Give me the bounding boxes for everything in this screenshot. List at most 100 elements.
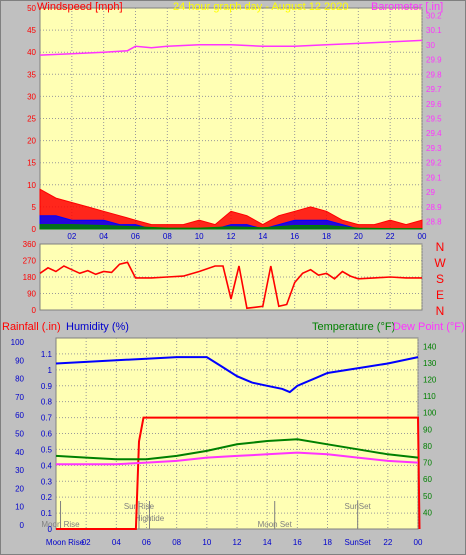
wind-y-tick-label: 20 <box>27 137 36 146</box>
humidity-tick-label: 20 <box>15 484 24 493</box>
wind-x-tick-label: 16 <box>290 232 299 241</box>
humidity-tick-label: 0 <box>20 521 25 530</box>
climate-x-tick-label: 22 <box>383 538 392 547</box>
temperature-tick-label: 120 <box>423 376 437 385</box>
wind-y-tick-label: 25 <box>27 115 36 124</box>
humidity-tick-label: 60 <box>15 411 24 420</box>
climate-x-tick-label: 08 <box>172 538 181 547</box>
wind-series <box>39 39 423 230</box>
climate-x-tick-label: 04 <box>112 538 121 547</box>
barometer-tick-label: 29.3 <box>426 144 442 153</box>
humidity-tick-label: 70 <box>15 393 24 402</box>
climate-x-tick-label: 00 <box>414 538 423 547</box>
compass-letter: S <box>436 272 444 286</box>
wind-x-tick-label: 08 <box>163 232 172 241</box>
barometer-tick-label: 30.1 <box>426 26 442 35</box>
humidity-axis-label: Humidity (%) <box>66 321 129 333</box>
compass-letter: N <box>436 240 445 254</box>
direction-tick-label: 270 <box>23 257 37 266</box>
direction-tick-label: 180 <box>23 273 37 282</box>
wind-x-tick-label: 02 <box>67 232 76 241</box>
humidity-tick-label: 40 <box>15 448 24 457</box>
barometer-tick-label: 30.2 <box>426 11 442 20</box>
rainfall-tick-label: 0.6 <box>41 430 53 439</box>
barometer-tick-label: 29.5 <box>426 115 442 124</box>
wind-y-tick-label: 45 <box>27 26 36 35</box>
wind-x-tick-label: 14 <box>258 232 267 241</box>
temperature-tick-label: 110 <box>423 392 436 401</box>
wind-series-gust <box>39 188 423 230</box>
barometer-axis-label: Barometer [.in] <box>371 1 443 13</box>
wind-y-tick-label: 40 <box>27 48 36 57</box>
rainfall-tick-label: 0.9 <box>41 382 53 391</box>
barometer-tick-label: 29.4 <box>426 129 442 138</box>
wind-x-tick-label: 20 <box>354 232 363 241</box>
climate-series <box>55 356 421 530</box>
climate-x-tick-label: 02 <box>82 538 91 547</box>
temperature-tick-label: 140 <box>423 342 437 351</box>
barometer-tick-label: 29.1 <box>426 173 442 182</box>
wind-x-tick-label: 06 <box>131 232 140 241</box>
climate-series-dew-point <box>56 451 419 466</box>
annotation-label: Moon Set <box>258 520 293 529</box>
wind-y-tick-label: 0 <box>32 225 37 234</box>
barometer-line <box>39 39 423 56</box>
humidity-tick-label: 80 <box>15 375 24 384</box>
rainfall-tick-label: 0.5 <box>41 445 53 454</box>
temperature-axis-label: Temperature (°F) <box>312 321 395 333</box>
temperature-ticks: 40 50 60 70 80 90 100 110 120 130 140 <box>423 342 437 517</box>
climate-x-tick-label: 12 <box>233 538 242 547</box>
wind-x-tick-label: 12 <box>227 232 236 241</box>
wind-y-tick-label: 10 <box>27 181 36 190</box>
wind-x-tick-label: 22 <box>386 232 395 241</box>
temperature-tick-label: 100 <box>423 409 437 418</box>
rainfall-tick-label: 0.4 <box>41 461 53 470</box>
compass-letter: N <box>436 304 445 318</box>
temperature-tick-label: 50 <box>423 492 432 501</box>
barometer-tick-label: 30 <box>426 41 435 50</box>
barometer-tick-label: 29.9 <box>426 56 442 65</box>
climate-series-rainfall <box>56 416 421 530</box>
rainfall-tick-label: 0.2 <box>41 493 53 502</box>
annotation-label: SunSet <box>345 502 372 511</box>
rainfall-tick-label: 0.1 <box>41 509 53 518</box>
humidity-ticks: 0 10 20 30 40 50 60 70 80 90 100 <box>11 338 25 530</box>
humidity-tick-label: 50 <box>15 430 24 439</box>
barometer-tick-label: 29.2 <box>426 159 442 168</box>
dewpoint-axis-label: Dew Point (°F) <box>393 321 465 333</box>
wind-series-average <box>39 224 423 230</box>
compass-letter: E <box>436 288 444 302</box>
climate-x-tick-label: 10 <box>202 538 211 547</box>
wind-x-tick-label: 04 <box>99 232 108 241</box>
humidity-tick-label: 10 <box>15 503 24 512</box>
wind-y-tick-label: 50 <box>27 4 36 13</box>
climate-x-tick-label: 16 <box>293 538 302 547</box>
rainfall-axis-label: Rainfall (.in) <box>2 321 61 333</box>
climate-x-tick-label: 18 <box>323 538 332 547</box>
wind-left-ticks: 0 5 10 15 20 25 30 35 40 45 50 <box>27 4 36 234</box>
rainfall-tick-label: 1.1 <box>41 350 53 359</box>
rainfall-ticks: 0 0.1 0.2 0.3 0.4 0.5 0.6 0.7 0.8 0.9 1 1.1 <box>41 350 53 534</box>
rainfall-tick-label: 0.8 <box>41 398 53 407</box>
wind-direction-line <box>39 261 422 310</box>
barometer-right-ticks: 28.8 28.9 29 29.1 29.2 29.3 29.4 29.5 29.6 29.7 29… <box>426 11 442 226</box>
wind-y-tick-label: 15 <box>27 159 36 168</box>
temperature-tick-label: 130 <box>423 359 437 368</box>
climate-series-humidity <box>55 356 419 394</box>
temperature-tick-label: 60 <box>423 475 432 484</box>
rainfall-tick-label: 0 <box>48 525 53 534</box>
barometer-tick-label: 28.8 <box>426 218 442 227</box>
direction-tick-label: 90 <box>27 290 36 299</box>
astronomy-annotations: Moon Rise SunRise Hightide Moon Set SunSet <box>41 501 372 529</box>
wind-x-tick-label: 00 <box>418 232 427 241</box>
humidity-tick-label: 90 <box>15 356 24 365</box>
barometer-tick-label: 29.8 <box>426 70 442 79</box>
wind-x-tick-label: 10 <box>195 232 204 241</box>
direction-tick-label: 0 <box>32 306 37 315</box>
temperature-tick-label: 80 <box>423 442 432 451</box>
direction-tick-label: 360 <box>23 240 37 249</box>
temperature-tick-label: 40 <box>423 508 432 517</box>
wind-y-tick-label: 35 <box>27 70 36 79</box>
climate-grid <box>56 338 419 529</box>
